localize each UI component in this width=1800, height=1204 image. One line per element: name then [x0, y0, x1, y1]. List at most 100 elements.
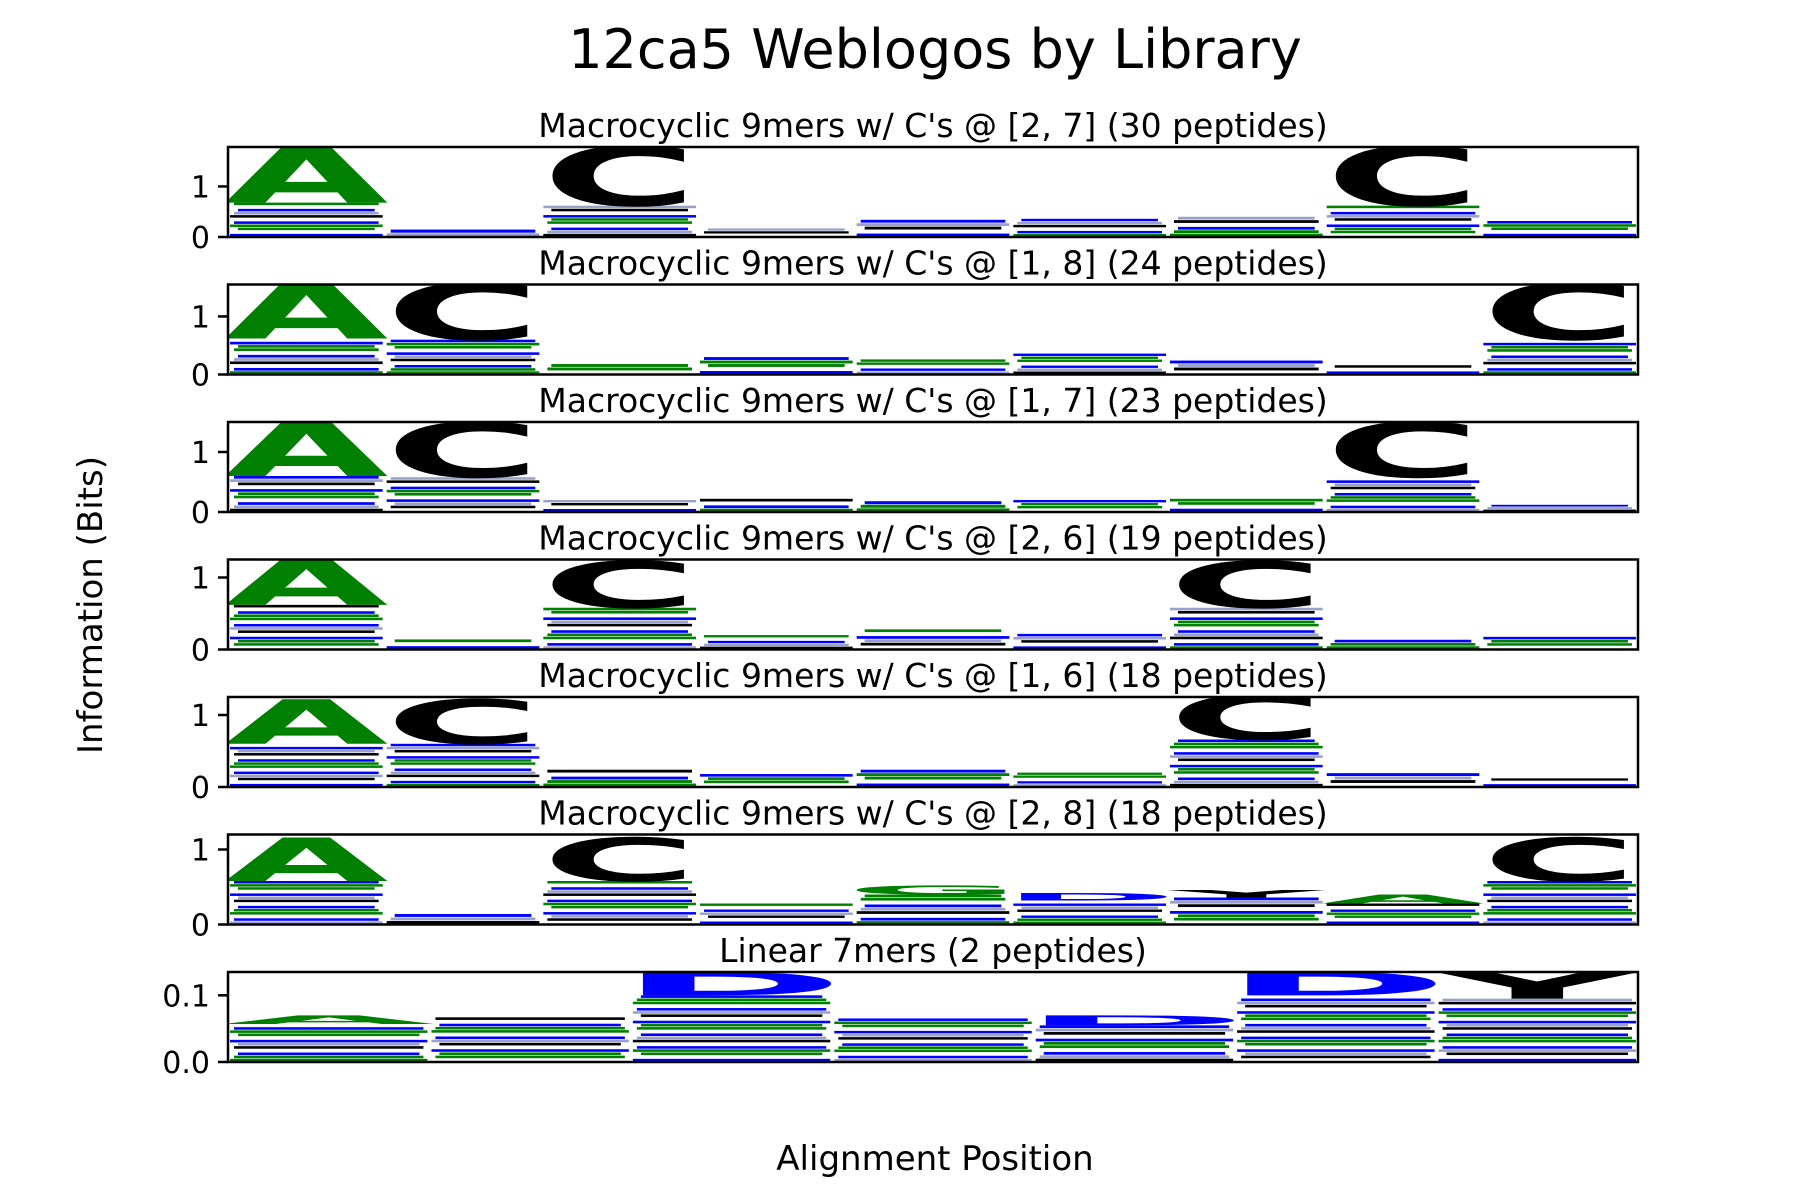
stacked-letter — [238, 611, 375, 614]
stacked-letter — [1174, 623, 1319, 627]
stacked-letter — [700, 371, 853, 374]
stacked-letter — [708, 502, 845, 505]
logo-column — [834, 1015, 1032, 1062]
stacked-letter — [230, 1039, 428, 1043]
stacked-letter — [394, 355, 532, 359]
logo-letter: C — [385, 407, 541, 495]
stacked-letter — [543, 783, 696, 787]
stacked-letter — [834, 1021, 1032, 1025]
stacked-letter — [390, 771, 536, 775]
stacked-letter — [632, 1039, 831, 1043]
stacked-letter — [390, 486, 536, 490]
stacked-letter — [1170, 911, 1323, 914]
logo-letter: A — [223, 1013, 435, 1027]
logo-column: C — [1169, 560, 1324, 649]
stacked-letter — [547, 623, 692, 627]
stacked-letter — [230, 902, 383, 906]
logo-letter: Y — [1435, 965, 1640, 1008]
stacked-letter — [1326, 489, 1480, 493]
stacked-letter — [386, 499, 540, 502]
logo-column: C — [542, 835, 697, 924]
logo-column — [856, 359, 1010, 374]
stacked-letter — [1334, 776, 1472, 780]
stacked-letter — [1174, 907, 1319, 911]
y-tick-label: 0.0 — [162, 1046, 210, 1081]
stacked-letter — [864, 904, 1002, 908]
stacked-letter — [1491, 355, 1628, 359]
stacked-letter — [1178, 777, 1315, 781]
y-tick-label: 1 — [191, 170, 210, 205]
stacked-letter — [1330, 909, 1476, 912]
stacked-letter — [1245, 995, 1427, 998]
stacked-letter — [238, 768, 375, 771]
stacked-letter — [856, 911, 1010, 914]
stacked-letter — [238, 630, 375, 633]
stacked-letter — [1487, 349, 1632, 352]
stacked-letter — [1241, 1046, 1431, 1049]
stacked-letter — [394, 749, 532, 753]
stacked-letter — [234, 230, 379, 234]
logo-column — [1326, 769, 1480, 787]
logo-column: C — [385, 267, 541, 374]
stacked-letter — [238, 639, 375, 643]
y-tick-label: 1 — [191, 699, 210, 734]
stacked-letter — [838, 1037, 1028, 1040]
stacked-letter — [834, 1040, 1032, 1043]
logo-column: C — [385, 407, 541, 512]
stacked-letter — [1245, 1033, 1427, 1037]
stacked-letter — [230, 341, 383, 345]
logo-letter: C — [385, 267, 541, 358]
axes-frame — [226, 145, 1640, 239]
stacked-letter — [230, 912, 383, 915]
stacked-letter — [238, 915, 375, 918]
stacked-letter — [1021, 640, 1158, 643]
stacked-letter — [230, 489, 383, 492]
stacked-letter — [636, 998, 827, 1002]
logo-column — [1013, 500, 1166, 512]
stacked-letter — [234, 753, 379, 756]
stacked-letter — [1483, 921, 1636, 924]
stacked-letter — [1326, 646, 1480, 649]
stacked-letter — [856, 223, 1010, 227]
stacked-letter — [1237, 1011, 1435, 1014]
stacked-letter — [1241, 998, 1431, 1002]
stacked-letter — [856, 508, 1010, 512]
stacked-letter — [431, 1058, 629, 1062]
stacked-letter — [632, 1058, 831, 1062]
stacked-letter — [1446, 1014, 1628, 1018]
logo-column: A — [228, 697, 388, 787]
y-axis-label: Information (Bits) — [71, 456, 111, 754]
stacked-letter — [1487, 881, 1632, 884]
logo-column — [700, 498, 853, 512]
stacked-letter — [386, 921, 540, 924]
stacked-letter — [1039, 1025, 1230, 1029]
stacked-letter — [547, 506, 692, 509]
stacked-letter — [1487, 890, 1632, 893]
stacked-letter — [1245, 1014, 1427, 1017]
stacked-letter — [390, 642, 536, 646]
stacked-letter — [636, 1017, 827, 1021]
logo-column — [543, 769, 696, 787]
stacked-letter — [632, 1011, 831, 1014]
stacked-letter — [1013, 784, 1166, 787]
stacked-letter — [1487, 918, 1632, 921]
stacked-letter — [386, 342, 540, 346]
stacked-letter — [632, 1049, 831, 1052]
stacked-letter — [390, 496, 536, 499]
stacked-letter — [1021, 630, 1158, 634]
stacked-letter — [1021, 356, 1158, 359]
stacked-letter — [856, 921, 1010, 924]
stacked-letter — [1170, 508, 1323, 512]
stacked-letter — [435, 1026, 625, 1030]
stacked-letter — [390, 358, 536, 362]
stacked-letter — [1039, 1055, 1230, 1059]
stacked-letter — [856, 901, 1010, 904]
stacked-letter — [1245, 1023, 1427, 1027]
stacked-letter — [238, 777, 375, 781]
y-tick-label: 0 — [191, 359, 210, 394]
y-tick-label: 0 — [191, 771, 210, 806]
stacked-letter — [1174, 357, 1319, 360]
stacked-letter — [230, 1030, 428, 1033]
